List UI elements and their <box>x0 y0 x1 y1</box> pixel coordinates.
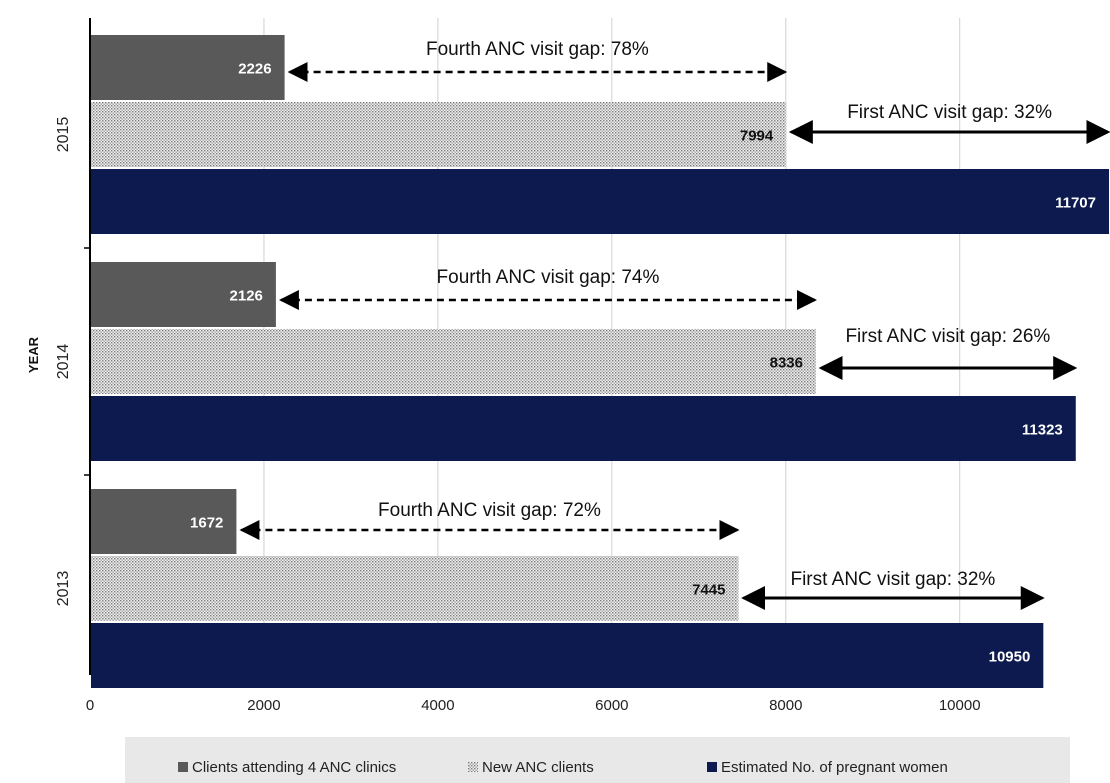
legend-swatch-pregnant-women <box>707 762 717 772</box>
fourth-visit-gap-label: Fourth ANC visit gap: 72% <box>378 500 601 521</box>
x-tick-label: 10000 <box>939 697 981 714</box>
data-label: 8336 <box>770 355 803 372</box>
y-axis-title: YEAR <box>26 336 41 373</box>
bars: 2226 7994 11707 2126 8336 11323 1672 7445 10950 <box>91 35 1109 688</box>
x-tick-label: 8000 <box>769 697 802 714</box>
x-tick-label: 2000 <box>247 697 280 714</box>
bar-clients-4-anc-2013 <box>91 489 237 554</box>
year-label: 2014 <box>55 344 72 380</box>
data-label: 2126 <box>230 288 263 305</box>
year-label: 2015 <box>55 117 72 153</box>
data-label: 1672 <box>190 515 223 532</box>
x-tick-label: 6000 <box>595 697 628 714</box>
year-label: 2013 <box>55 571 72 607</box>
bar-pregnant-women-2014 <box>91 396 1076 461</box>
legend-swatch-clients-4-anc <box>178 762 188 772</box>
legend-entry: Estimated No. of pregnant women <box>721 759 948 776</box>
fourth-visit-gap-label: Fourth ANC visit gap: 78% <box>426 39 649 60</box>
x-tick-label: 4000 <box>421 697 454 714</box>
gap-annotations: Fourth ANC visit gap: 78% First ANC visit… <box>239 39 1110 610</box>
bar-pregnant-women-2013 <box>91 623 1044 688</box>
data-label: 2226 <box>238 61 271 78</box>
legend-swatch-new-anc <box>468 762 478 772</box>
bar-new-anc-2015 <box>91 102 787 167</box>
bar-new-anc-2014 <box>91 329 816 394</box>
bar-pregnant-women-2015 <box>91 169 1109 234</box>
first-visit-gap-label: First ANC visit gap: 32% <box>847 102 1052 123</box>
bar-clients-4-anc-2014 <box>91 262 276 327</box>
data-label: 7994 <box>740 128 774 145</box>
bar-new-anc-2013 <box>91 556 739 621</box>
first-visit-gap-label: First ANC visit gap: 26% <box>845 326 1050 347</box>
legend-entry: New ANC clients <box>482 759 594 776</box>
first-visit-gap-label: First ANC visit gap: 32% <box>790 569 995 590</box>
data-label: 11323 <box>1022 422 1063 439</box>
legend-entry: Clients attending 4 ANC clinics <box>192 759 396 776</box>
fourth-visit-gap-label: Fourth ANC visit gap: 74% <box>437 267 660 288</box>
bar-clients-4-anc-2015 <box>91 35 285 100</box>
data-label: 11707 <box>1055 195 1096 212</box>
axes: 0 2000 4000 6000 8000 10000 2015 2014 2013 YEAR <box>26 18 981 714</box>
data-label: 10950 <box>989 649 1031 666</box>
x-tick-label: 0 <box>86 697 94 714</box>
data-label: 7445 <box>692 582 725 599</box>
legend-box <box>125 737 1070 783</box>
legend: Clients attending 4 ANC clinics New ANC c… <box>125 737 1070 783</box>
